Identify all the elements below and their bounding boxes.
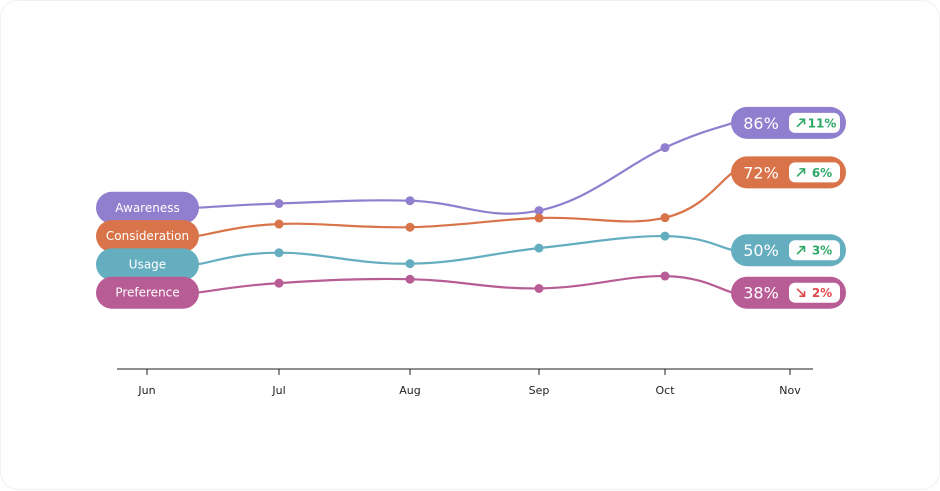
arrow-down-right-icon	[796, 288, 806, 297]
point-preference-jul	[274, 278, 284, 288]
end-value-preference: 38%	[743, 284, 779, 303]
point-usage-oct	[660, 231, 670, 241]
delta-badge-usage	[789, 240, 840, 261]
point-consideration-aug	[405, 222, 415, 232]
series-usage: Usage 50% 3%	[96, 231, 846, 281]
arrow-up-right-icon	[796, 168, 806, 177]
delta-badge-consideration	[789, 162, 840, 183]
series-name-consideration: Consideration	[106, 229, 189, 243]
series-pill-awareness	[96, 191, 199, 224]
point-consideration-sep	[534, 213, 544, 223]
point-preference-aug	[405, 274, 415, 284]
point-awareness-oct	[660, 143, 670, 153]
series-preference: Preference 38% 2%	[96, 271, 846, 309]
delta-label-preference: 2%	[812, 286, 832, 300]
arrow-up-right-icon	[796, 245, 806, 255]
point-awareness-jul	[274, 199, 284, 209]
point-usage-jul	[274, 248, 284, 258]
series-pill-preference	[96, 276, 199, 309]
arrow-up-right-icon	[796, 118, 806, 128]
end-value-consideration: 72%	[743, 163, 779, 182]
end-value-usage: 50%	[743, 241, 779, 260]
x-tick-label-jun: Jun	[137, 384, 155, 397]
x-tick-label-jul: Jul	[271, 384, 285, 397]
delta-label-usage: 3%	[812, 244, 832, 258]
series-awareness: Awareness 86% 11%	[96, 106, 846, 224]
point-consideration-oct	[660, 213, 670, 223]
series-pill-consideration	[96, 220, 199, 253]
point-awareness-sep	[534, 206, 544, 216]
x-tick-label-nov: Nov	[779, 384, 801, 397]
x-tick-label-aug: Aug	[399, 384, 420, 397]
series-pill-usage	[96, 248, 199, 281]
end-value-awareness: 86%	[743, 114, 779, 133]
point-usage-sep	[534, 243, 544, 253]
point-awareness-aug	[405, 196, 415, 206]
delta-badge-preference	[789, 282, 840, 303]
delta-label-consideration: 6%	[812, 166, 832, 180]
series-name-preference: Preference	[115, 286, 179, 300]
delta-badge-awareness	[789, 112, 840, 133]
delta-label-awareness: 11%	[808, 116, 837, 130]
point-usage-aug	[405, 259, 415, 269]
point-preference-oct	[660, 271, 670, 281]
series-name-awareness: Awareness	[115, 201, 179, 215]
series-name-usage: Usage	[129, 257, 166, 271]
series-consideration: Consideration 72% 6%	[96, 156, 846, 253]
point-preference-sep	[534, 283, 544, 293]
x-tick-label-sep: Sep	[529, 384, 550, 397]
point-consideration-jul	[274, 219, 284, 229]
x-tick-label-oct: Oct	[655, 384, 675, 397]
